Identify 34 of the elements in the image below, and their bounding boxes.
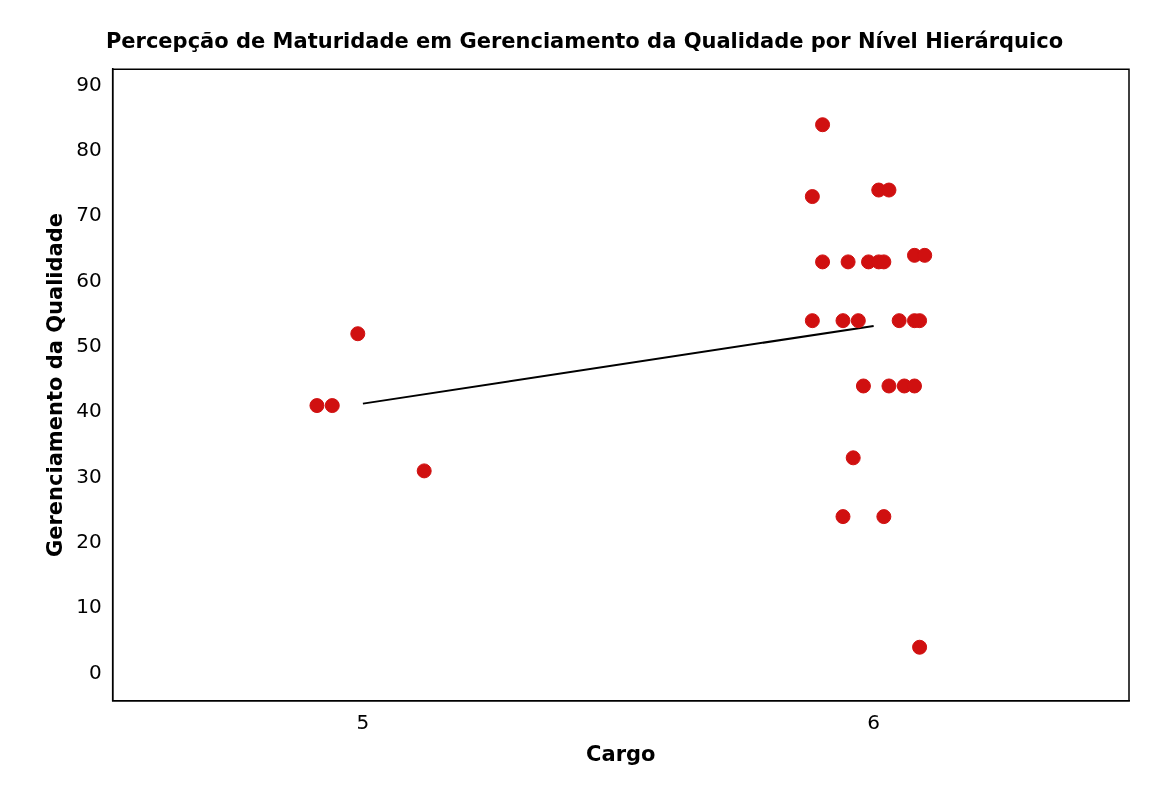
- y-tick-label: 90: [76, 71, 102, 96]
- y-tick-label: 70: [76, 202, 102, 227]
- point: [835, 509, 851, 525]
- point: [912, 639, 928, 655]
- point: [840, 254, 856, 270]
- point: [855, 378, 871, 394]
- point: [845, 450, 861, 466]
- point: [881, 378, 897, 394]
- y-tick-label: 30: [76, 463, 102, 488]
- point: [815, 254, 831, 270]
- point: [850, 313, 866, 329]
- chart-title: Percepção de Maturidade em Gerenciamento da Qualidade por Nível Hierárquico: [105, 29, 1064, 54]
- point: [891, 313, 907, 329]
- y-tick-label: 60: [76, 267, 102, 292]
- x-tick-label: 5: [356, 710, 370, 734]
- x-tick-label: 6: [867, 710, 880, 734]
- point: [324, 398, 340, 414]
- y-tick-label: 80: [76, 137, 102, 162]
- y-tick-label: 40: [76, 398, 102, 423]
- y-tick-label: 50: [76, 332, 102, 357]
- point: [350, 326, 366, 342]
- y-tick-label: 20: [76, 528, 102, 553]
- point: [835, 313, 851, 329]
- point: [876, 509, 892, 525]
- point: [815, 117, 831, 133]
- y-tick-label: 10: [76, 594, 102, 619]
- point: [416, 463, 432, 479]
- point: [804, 313, 820, 329]
- y-tick-label: 0: [88, 659, 102, 684]
- point: [804, 189, 820, 205]
- point: [309, 398, 325, 414]
- point: [917, 247, 933, 263]
- y-axis-title: Gerenciamento da Qualidade: [43, 212, 68, 558]
- x-axis-title: Cargo: [586, 741, 656, 766]
